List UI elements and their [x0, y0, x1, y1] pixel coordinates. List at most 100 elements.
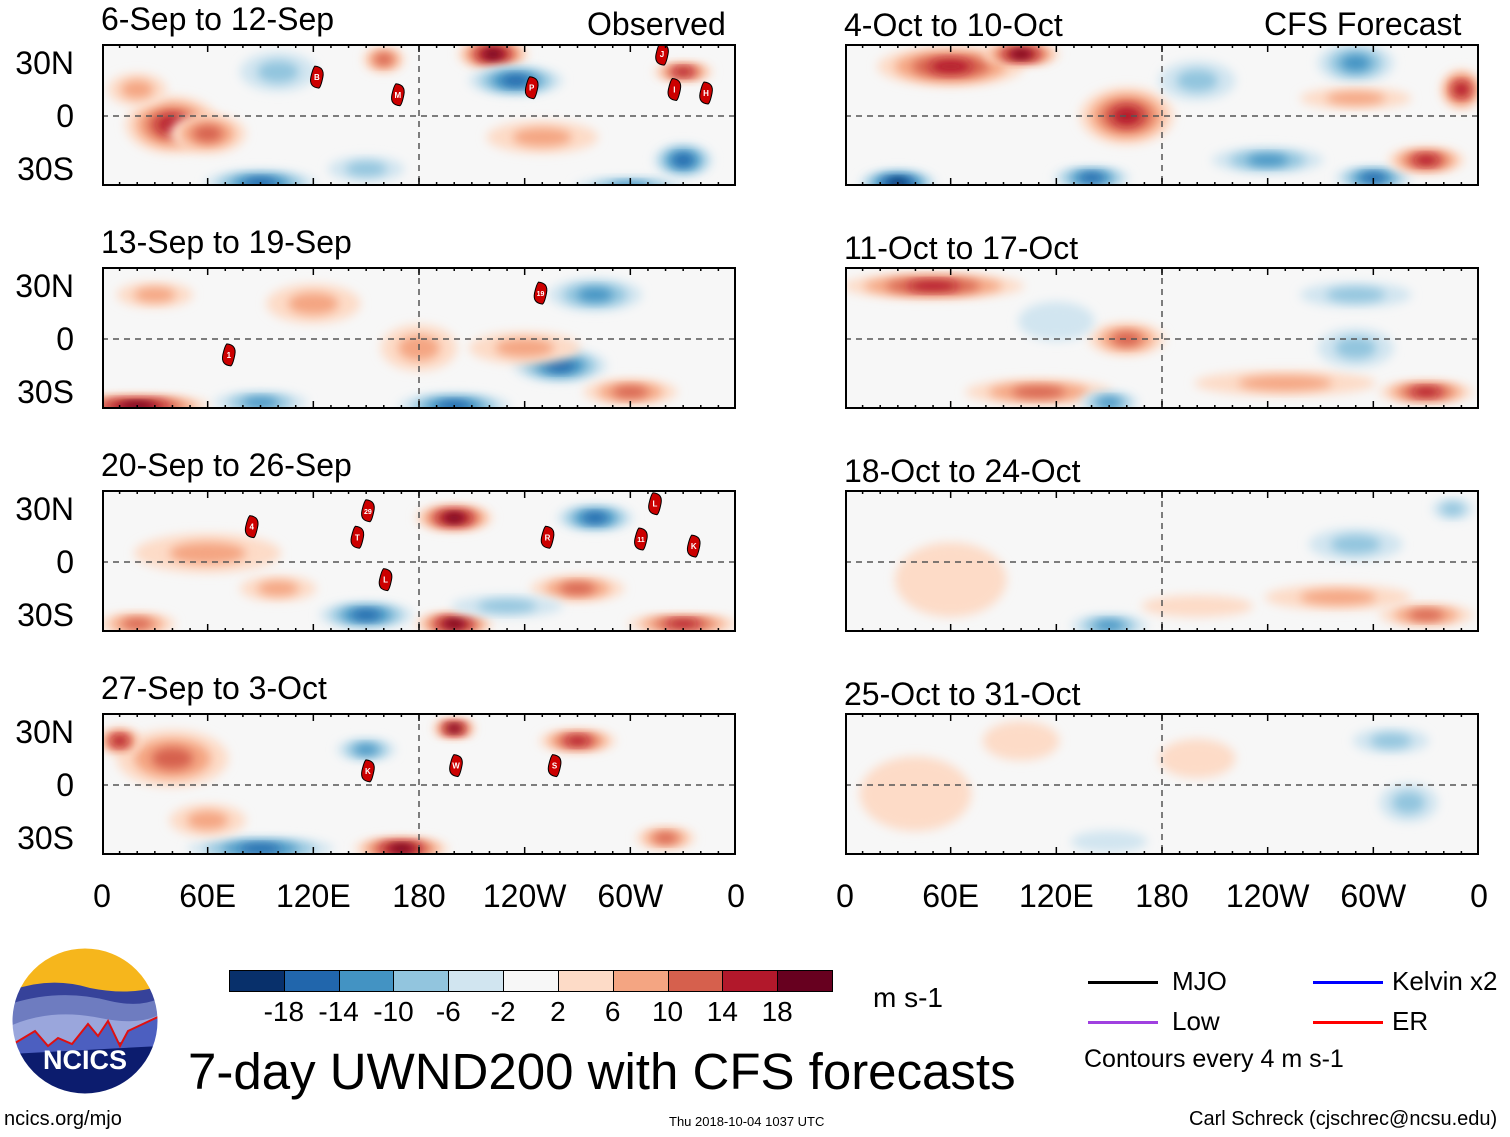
map-panel: B M P J I H	[102, 44, 736, 186]
tropical-cyclone-icon: H	[699, 81, 713, 105]
wind-anomaly-region	[1141, 595, 1254, 617]
colorbar-label: 6	[604, 996, 621, 1027]
colorbar-label: 2	[550, 996, 566, 1027]
storm-label: I	[673, 86, 675, 95]
colorbar-swatch	[777, 970, 834, 992]
tropical-cyclone-icon: B	[310, 65, 324, 89]
wind-anomaly-region	[673, 154, 693, 166]
map-panel	[845, 267, 1479, 409]
wind-anomaly-region	[288, 292, 339, 315]
y-tick-label: 30S	[17, 597, 74, 633]
storm-label: L	[653, 500, 658, 509]
wind-anomaly-region	[112, 736, 128, 746]
map-panel: 19 1	[102, 267, 736, 409]
tropical-cyclone-icon: L	[378, 568, 393, 592]
wind-anomaly-region	[1176, 69, 1218, 92]
wind-anomaly-region	[151, 747, 194, 770]
wind-anomaly-region	[1326, 91, 1386, 105]
wind-anomaly-region	[169, 542, 246, 564]
x-tick-label: 0	[93, 878, 111, 914]
colorbar-swatch	[722, 970, 779, 992]
wind-anomaly-region	[1370, 733, 1412, 749]
tropical-cyclone-icon: L	[648, 492, 662, 516]
wind-anomaly-region	[545, 359, 574, 372]
footer-timestamp: Thu 2018-10-04 1037 UTC	[669, 1114, 825, 1129]
wind-anomaly-region	[483, 49, 503, 59]
colorbar-label: -6	[435, 996, 461, 1027]
legend-line-low	[1088, 1021, 1158, 1024]
panel-title: 20-Sep to 26-Sep	[101, 447, 352, 483]
colorbar-swatch	[283, 970, 341, 992]
x-tick-label: 60W	[1340, 878, 1407, 914]
wind-anomaly-region	[673, 68, 693, 76]
panel-title: 11-Oct to 17-Oct	[844, 230, 1079, 266]
wind-anomaly-region	[352, 610, 381, 620]
x-tick-label: 60W	[597, 878, 664, 914]
panel-title: 4-Oct to 10-Oct	[844, 7, 1063, 43]
wind-anomaly-region	[908, 281, 959, 291]
footer-url[interactable]: ncics.org/mjo	[4, 1108, 122, 1130]
tropical-cyclone-icon: I	[667, 77, 682, 102]
wind-anomaly-region	[187, 811, 229, 830]
legend-label-er: ER	[1392, 1006, 1429, 1036]
colorbar-label: 14	[706, 996, 738, 1027]
wind-anomaly-region	[121, 80, 154, 99]
map-panel	[845, 44, 1479, 186]
y-tick-label: 0	[56, 98, 74, 134]
tropical-cyclone-icon: P	[524, 76, 539, 100]
x-tick-label: 0	[727, 878, 745, 914]
wind-anomaly-region	[1340, 55, 1371, 71]
wind-anomaly-region	[1094, 620, 1124, 631]
colorbar-swatch	[612, 970, 670, 992]
tropical-cyclone-icon: M	[391, 83, 405, 107]
x-tick-label: 0	[836, 878, 854, 914]
storm-label: L	[383, 576, 388, 585]
wind-anomaly-region	[859, 756, 972, 832]
storm-label: W	[452, 762, 460, 771]
wind-anomaly-region	[374, 53, 393, 65]
tropical-cyclone-icon: 29	[361, 499, 375, 523]
wind-anomaly-region	[512, 128, 572, 147]
tropical-cyclone-icon: S	[547, 754, 562, 778]
storm-label: S	[552, 762, 558, 771]
wind-anomaly-region	[982, 721, 1060, 761]
y-tick-label: 0	[56, 767, 74, 803]
y-tick-label: 30N	[15, 45, 74, 81]
legend-line-er	[1313, 1021, 1383, 1024]
legend-line-kelvin	[1313, 981, 1383, 984]
storm-label: 11	[637, 537, 645, 544]
y-tick-label: 0	[56, 544, 74, 580]
y-tick-label: 30S	[17, 374, 74, 410]
tropical-cyclone-icon: W	[449, 754, 463, 778]
wind-anomaly-region	[242, 397, 279, 408]
map-panel	[845, 490, 1479, 632]
wind-anomaly-region	[1299, 590, 1377, 605]
storm-label: 4	[249, 523, 254, 532]
wind-anomaly-region	[345, 161, 387, 177]
map-panel: 4 29 T L R L 11 K	[102, 490, 736, 632]
wind-anomaly-region	[444, 513, 465, 522]
storm-label: J	[660, 50, 664, 59]
x-tick-label: 180	[1135, 878, 1189, 914]
wind-anomaly-region	[192, 125, 223, 142]
wind-anomaly-region	[1097, 397, 1121, 408]
colorbar-swatch	[557, 970, 615, 992]
storm-label: P	[529, 84, 535, 93]
y-tick-label: 30N	[15, 491, 74, 527]
colorbar-swatch	[229, 970, 286, 992]
wind-anomaly-region	[1079, 173, 1104, 183]
tropical-cyclone-icon: R	[540, 525, 555, 549]
wind-anomaly-region	[134, 287, 176, 303]
y-tick-label: 30N	[15, 268, 74, 304]
wind-anomaly-region	[666, 620, 700, 628]
storm-label: R	[545, 533, 551, 542]
map-panel	[845, 713, 1479, 855]
wind-anomaly-region	[354, 744, 378, 755]
x-tick-label: 60E	[922, 878, 980, 914]
wind-anomaly-region	[444, 620, 465, 628]
contours-note: Contours every 4 m s-1	[1084, 1045, 1344, 1073]
storm-label: 1	[227, 351, 232, 360]
wind-anomaly-region	[930, 60, 972, 73]
panel-title: 6-Sep to 12-Sep	[101, 1, 335, 37]
wind-anomaly-region	[239, 844, 282, 853]
